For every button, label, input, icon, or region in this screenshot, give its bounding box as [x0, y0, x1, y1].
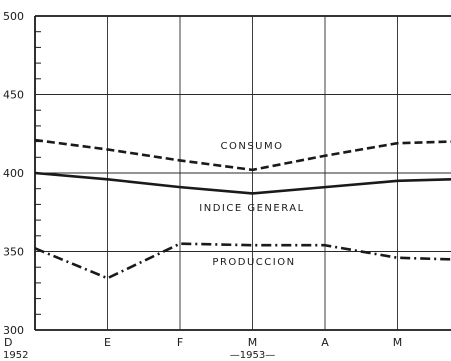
labels: 300 350 400 450 500 D E F M A M 1952 —1953— CONSUMO IN…: [3, 10, 402, 361]
x-tick-label: M: [248, 336, 258, 349]
series-lines: [34, 138, 451, 280]
y-tick-label: 500: [3, 10, 24, 23]
y-tick-label: 450: [3, 89, 24, 102]
x-tick-label: F: [177, 336, 183, 349]
x-tick-label: E: [104, 336, 111, 349]
x-tick-label: A: [321, 336, 329, 349]
y-tick-label: 400: [3, 167, 24, 180]
y-tick-label: 350: [3, 246, 24, 259]
grid: [34, 15, 451, 331]
series-line-consumo: [34, 138, 451, 172]
x-tick-label: D: [4, 336, 12, 349]
series-label: INDICE GENERAL: [199, 203, 304, 214]
series-label: PRODUCCION: [212, 257, 295, 268]
x-tick-label: M: [393, 336, 403, 349]
series-label: CONSUMO: [221, 141, 284, 152]
y-tick-label: 300: [3, 324, 24, 337]
series-line-indice-general: [34, 171, 451, 195]
year-label-1952: 1952: [3, 350, 28, 361]
year-label-1953: —1953—: [230, 350, 275, 361]
